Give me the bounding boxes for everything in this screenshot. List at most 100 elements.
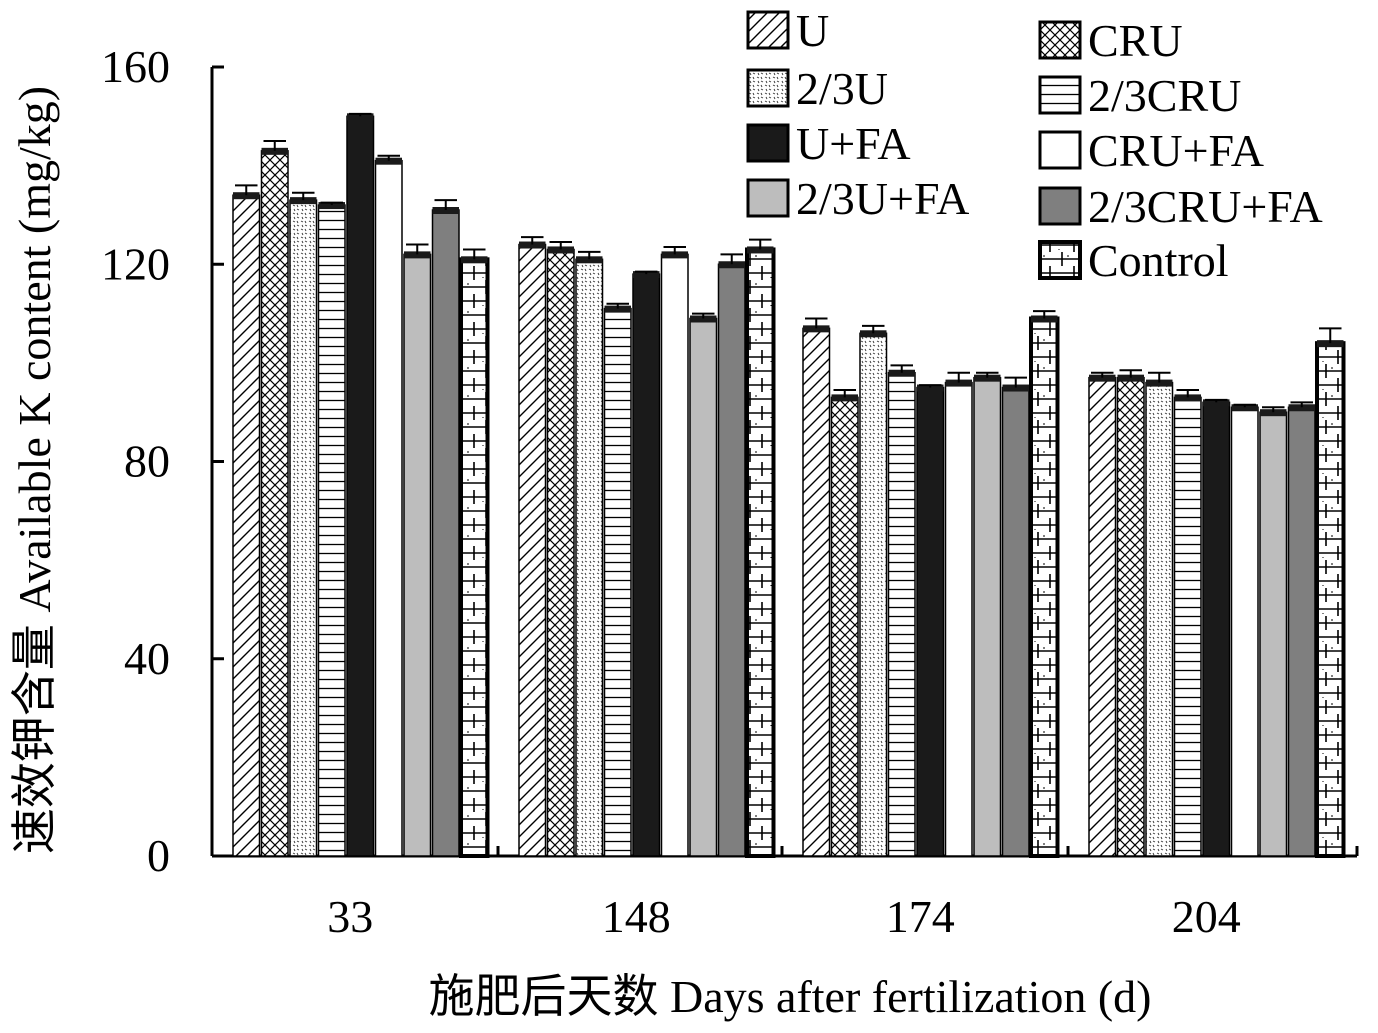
bar-cap [547, 246, 574, 254]
bar-cap [747, 246, 774, 254]
bar-cap [1089, 374, 1116, 382]
y-axis-label: 速效钾含量 Available K content (mg/kg) [9, 86, 60, 854]
y-tick-label: 80 [124, 436, 170, 487]
bar-cap [1146, 379, 1173, 387]
bar-cru-174 [830, 396, 859, 857]
bar-2-3cru-fa-33 [431, 209, 460, 857]
bar-2-3u-148 [575, 258, 604, 857]
bar-cap [1317, 340, 1344, 348]
bar-cap [917, 384, 944, 392]
bar-2-3u-fa-148 [689, 317, 718, 857]
bar-2-3cru-fa-174 [1001, 386, 1030, 857]
bar-2-3cru-fa-204 [1287, 406, 1316, 857]
bar-u-174 [802, 327, 831, 857]
bar-cap [347, 113, 374, 121]
bar-cap [690, 315, 717, 323]
bar-cap [718, 261, 745, 269]
bar-u-fa-33 [346, 115, 375, 857]
bar-cru-fa-204 [1230, 406, 1259, 857]
legend-swatch [1038, 240, 1082, 280]
bar-control-174 [1029, 316, 1060, 858]
bar-u-fa-204 [1202, 401, 1231, 857]
bar-cap [576, 256, 603, 264]
bar-cap [831, 394, 858, 402]
bar-cap [1174, 394, 1201, 402]
bar-2-3u-33 [289, 199, 318, 857]
bar-cap [661, 251, 688, 259]
x-tick-label: 204 [1172, 891, 1241, 942]
legend-swatch [1038, 20, 1082, 60]
y-tick-label: 40 [124, 633, 170, 684]
legend-label: 2/3U+FA [796, 173, 969, 224]
bar-cap [860, 330, 887, 338]
bar-u-204 [1088, 376, 1117, 857]
bar-2-3cru-148 [603, 307, 632, 857]
bar-cru-fa-148 [660, 253, 689, 857]
bar-cap [318, 202, 345, 210]
bar-cap [1203, 399, 1230, 407]
y-tick-label: 160 [101, 41, 170, 92]
bar-2-3u-fa-33 [403, 253, 432, 857]
bar-2-3cru-174 [887, 371, 916, 857]
bar-cap [945, 379, 972, 387]
bar-cap [1002, 384, 1029, 392]
legend-swatch [746, 178, 790, 218]
bar-cap [432, 207, 459, 215]
legend-label: U+FA [796, 118, 911, 169]
legend-swatch [1038, 75, 1082, 115]
bar-cap [1260, 409, 1287, 417]
legend-label: CRU [1088, 15, 1183, 66]
x-tick-label: 148 [602, 891, 671, 942]
bar-control-33 [459, 257, 490, 859]
bar-cap [803, 325, 830, 333]
legend-swatch [1038, 130, 1082, 170]
bar-cap [974, 374, 1001, 382]
bar-2-3u-fa-204 [1259, 411, 1288, 857]
x-ticks: 33 148 174 204 [210, 846, 1359, 942]
bar-cap [461, 256, 488, 264]
bar-cap [290, 197, 317, 205]
bar-u-fa-174 [916, 386, 945, 857]
legend-swatch [1038, 186, 1082, 226]
legend-label: CRU+FA [1088, 125, 1264, 176]
legend-swatch [746, 123, 790, 163]
bar-cap [519, 241, 546, 249]
bar-cap [1288, 404, 1315, 412]
bar-u-33 [232, 194, 261, 857]
x-axis-label: 施肥后天数 Days after fertilization (d) [429, 971, 1152, 1022]
bar-cap [375, 157, 402, 165]
bar-2-3u-174 [859, 332, 888, 857]
bar-2-3u-fa-174 [973, 376, 1002, 857]
legend-swatch [746, 68, 790, 108]
bar-cap [633, 271, 660, 279]
bar-u-148 [518, 243, 547, 857]
bar-control-204 [1315, 341, 1346, 858]
legend-label: Control [1088, 235, 1229, 286]
bar-cru-fa-33 [374, 159, 403, 857]
y-ticks: 0 40 80 120 160 [101, 41, 224, 881]
bar-cap [1231, 404, 1258, 412]
y-tick-label: 120 [101, 238, 170, 289]
x-tick-label: 33 [327, 891, 373, 942]
bar-control-148 [745, 247, 776, 859]
bar-cap [888, 369, 915, 377]
bar-cru-33 [260, 150, 289, 857]
bar-cru-fa-174 [944, 381, 973, 857]
bar-2-3cru-fa-148 [717, 263, 746, 857]
bar-cap [1117, 374, 1144, 382]
y-tick-label: 0 [147, 830, 170, 881]
bar-cap [604, 305, 631, 313]
legend: U 2/3UU+FA2/3U+FA CRU2/3CRUCRU+FA2/3CRU+FA… [746, 5, 1323, 286]
bar-cap [261, 147, 288, 155]
legend-label: U [796, 5, 829, 56]
bar-cru-204 [1116, 376, 1145, 857]
bar-cap [404, 251, 431, 259]
legend-label: 2/3CRU [1088, 70, 1241, 121]
x-tick-label: 174 [886, 891, 955, 942]
bar-u-fa-148 [632, 273, 661, 857]
legend-label: 2/3CRU+FA [1088, 181, 1323, 232]
bar-cap [1031, 315, 1058, 323]
bar-cru-148 [546, 248, 575, 857]
bar-2-3u-204 [1145, 381, 1174, 857]
